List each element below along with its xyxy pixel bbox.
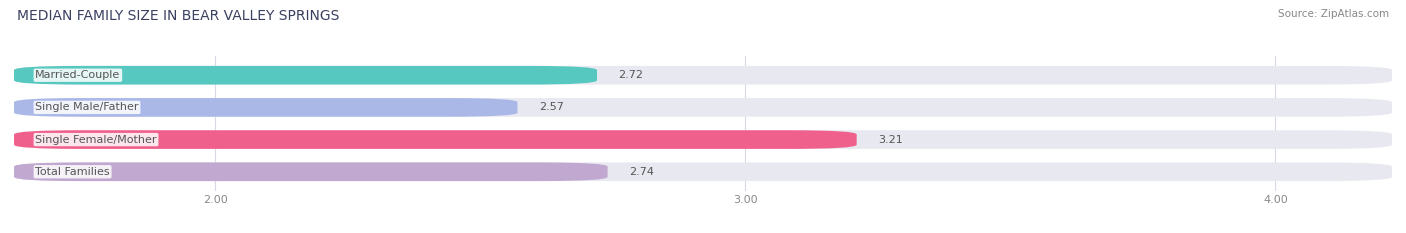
- FancyBboxPatch shape: [14, 162, 607, 181]
- Text: Single Female/Mother: Single Female/Mother: [35, 135, 156, 145]
- Text: 3.21: 3.21: [877, 135, 903, 145]
- Text: 2.72: 2.72: [619, 70, 643, 80]
- Text: Single Male/Father: Single Male/Father: [35, 102, 139, 112]
- Text: MEDIAN FAMILY SIZE IN BEAR VALLEY SPRINGS: MEDIAN FAMILY SIZE IN BEAR VALLEY SPRING…: [17, 9, 339, 23]
- Text: Source: ZipAtlas.com: Source: ZipAtlas.com: [1278, 9, 1389, 19]
- FancyBboxPatch shape: [14, 162, 1392, 181]
- Text: Married-Couple: Married-Couple: [35, 70, 121, 80]
- Text: 2.57: 2.57: [538, 102, 564, 112]
- FancyBboxPatch shape: [14, 66, 598, 85]
- FancyBboxPatch shape: [14, 130, 856, 149]
- FancyBboxPatch shape: [14, 98, 1392, 117]
- FancyBboxPatch shape: [14, 66, 1392, 85]
- FancyBboxPatch shape: [14, 98, 517, 117]
- Text: 2.74: 2.74: [628, 167, 654, 177]
- Text: Total Families: Total Families: [35, 167, 110, 177]
- FancyBboxPatch shape: [14, 130, 1392, 149]
